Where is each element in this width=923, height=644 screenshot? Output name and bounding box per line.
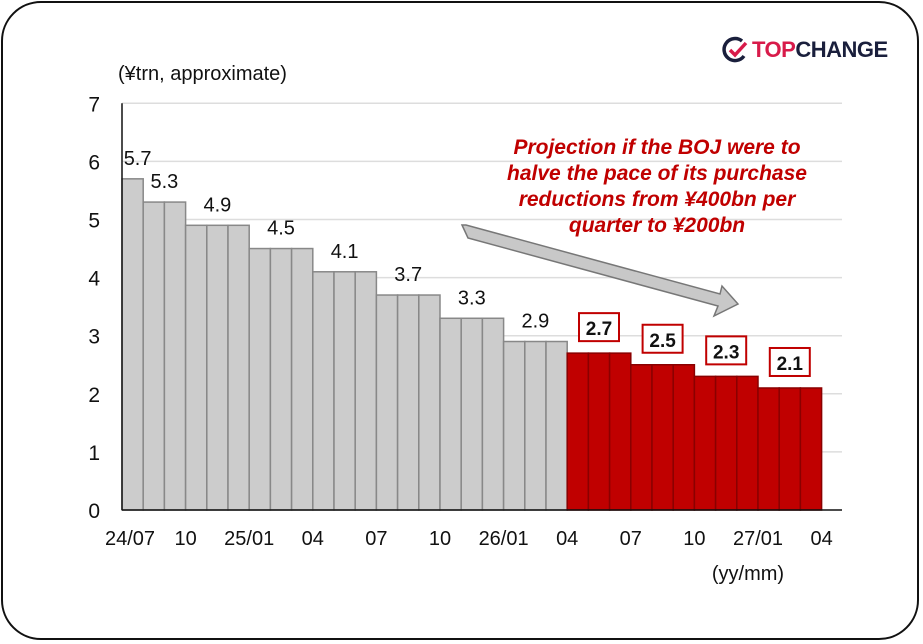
bar: [460, 317, 484, 511]
bar: [651, 364, 674, 511]
x-tick-label: 25/01: [224, 528, 274, 550]
value-label: 2.1: [777, 354, 804, 375]
bar: [312, 271, 335, 511]
y-tick-label: 1: [88, 442, 100, 465]
bar: [248, 247, 272, 511]
x-tick-label: 10: [174, 528, 196, 550]
value-label: 5.7: [124, 148, 152, 170]
x-tick-label: 07: [365, 528, 387, 550]
x-axis-label: (yy/mm): [712, 563, 784, 585]
bar: [714, 375, 738, 511]
x-tick-label: 10: [683, 528, 705, 550]
bar: [184, 224, 208, 511]
bar: [566, 352, 590, 511]
bar: [354, 271, 378, 511]
bar: [163, 201, 187, 511]
value-label: 2.5: [649, 331, 676, 352]
x-tick-label: 24/07: [105, 528, 155, 550]
value-label: 4.5: [267, 218, 295, 240]
logo-change: CHANGE: [795, 37, 888, 62]
check-circle-icon: [722, 36, 748, 63]
bar: [545, 340, 568, 511]
bar: [333, 271, 356, 511]
value-label: 3.3: [458, 287, 486, 309]
value-label-box: [641, 323, 684, 354]
y-tick-label: 7: [88, 93, 100, 116]
value-label: 5.3: [150, 171, 178, 193]
annotation-line: quarter to ¥200bn: [569, 214, 745, 237]
bar: [672, 364, 696, 511]
annotation-line: reductions from ¥400bn per: [519, 188, 797, 211]
bar: [227, 224, 250, 511]
bar: [269, 247, 293, 511]
value-label: 4.1: [331, 241, 359, 263]
value-label: 2.7: [586, 319, 612, 340]
value-label: 3.7: [394, 264, 422, 286]
projection-arrow: [460, 224, 740, 318]
value-label-box: [578, 312, 620, 343]
value-label: 2.9: [521, 311, 549, 333]
bar: [142, 201, 166, 511]
value-label-box: [768, 346, 811, 377]
bar: [481, 317, 505, 511]
bar: [630, 364, 653, 511]
bar: [396, 294, 420, 511]
x-tick-label: 04: [810, 528, 832, 550]
bar: [608, 352, 632, 511]
x-tick-label: 07: [620, 528, 642, 550]
bar: [524, 340, 547, 511]
bar: [502, 340, 526, 511]
bar: [375, 294, 399, 511]
x-tick-label: 10: [429, 528, 451, 550]
bar: [290, 247, 314, 511]
bar: [206, 224, 229, 511]
x-tick-label: 04: [302, 528, 324, 550]
x-tick-label: 26/01: [479, 528, 529, 550]
value-label: 2.3: [713, 342, 739, 363]
bar: [757, 387, 780, 511]
bar: [439, 317, 462, 511]
bar: [418, 294, 441, 511]
value-label-box: [705, 335, 748, 366]
topchange-logo: TOP CHANGE: [722, 36, 888, 64]
y-tick-label: 0: [88, 500, 100, 523]
y-tick-label: 3: [88, 326, 100, 349]
y-tick-label: 5: [88, 210, 100, 233]
bar: [587, 352, 611, 511]
annotation-line: Projection if the BOJ were to: [513, 136, 800, 159]
y-tick-label: 4: [88, 268, 100, 291]
annotation-line: halve the pace of its purchase: [507, 162, 807, 185]
y-tick-label: 6: [88, 151, 100, 174]
y-tick-label: 2: [88, 384, 100, 407]
bar: [736, 375, 759, 511]
bar: [121, 178, 144, 511]
x-tick-label: 27/01: [733, 528, 783, 550]
bar: [693, 375, 717, 511]
bar: [799, 387, 823, 511]
bar: [778, 387, 802, 511]
x-tick-label: 04: [556, 528, 578, 550]
value-label: 4.9: [203, 194, 231, 216]
logo-top: TOP: [752, 37, 796, 62]
y-axis-label: (¥trn, approximate): [118, 63, 287, 85]
